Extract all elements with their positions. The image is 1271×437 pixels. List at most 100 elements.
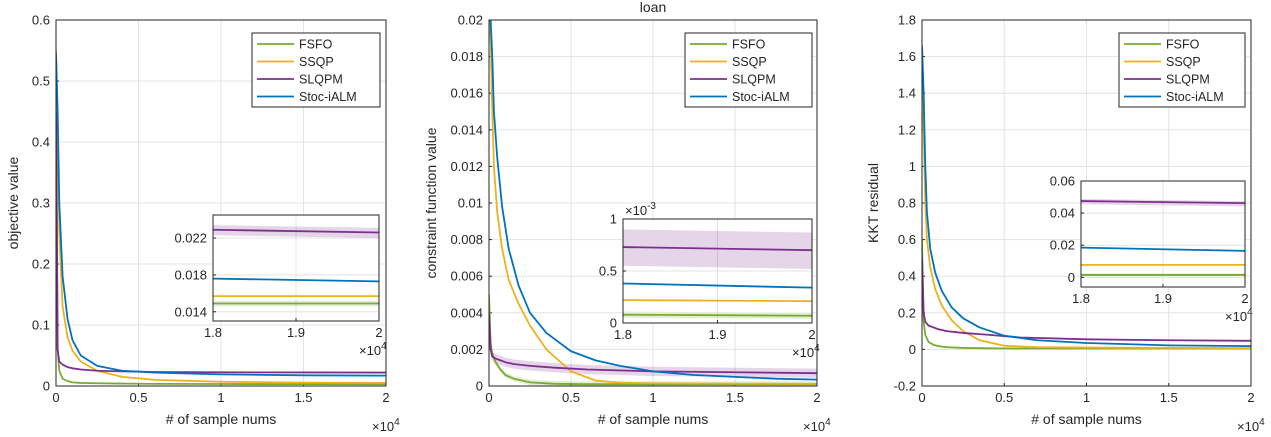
legend-label-fsfo: FSFO xyxy=(1166,38,1200,52)
inset-x-exponent-power: 4 xyxy=(1247,307,1253,318)
series-group xyxy=(922,45,1251,350)
x-exponent-label: ×104 xyxy=(372,417,400,434)
x-tick-label: 1 xyxy=(217,390,224,405)
line-fsfo xyxy=(922,239,1251,350)
legend-label-stoc-ialm: Stoc-iALM xyxy=(1166,90,1224,104)
x-tick-label: 0.5 xyxy=(129,390,147,405)
series-group xyxy=(56,50,386,386)
y-tick-label: 0 xyxy=(476,379,483,394)
line-ssqp xyxy=(922,56,1251,350)
inset-x-exponent-power: 4 xyxy=(814,343,820,354)
y-tick-label: 0.004 xyxy=(450,305,483,320)
axes-frame xyxy=(921,19,1252,387)
x-tick-label: 0 xyxy=(52,390,59,405)
y-tick-label: 0.3 xyxy=(32,196,50,211)
inset-y-tick-label: 0.022 xyxy=(174,231,207,246)
inset-line-stoc-ialm xyxy=(1081,246,1245,252)
legend-box xyxy=(684,32,813,108)
inset-frame xyxy=(622,218,813,324)
y-tick-label: 0.6 xyxy=(32,13,50,28)
x-axis-label: # of sample nums xyxy=(598,411,709,427)
inset-series-group xyxy=(623,229,812,319)
line-fsfo xyxy=(56,50,386,386)
y-tick-label: 0.016 xyxy=(450,86,483,101)
inset-line-ssqp xyxy=(623,299,812,303)
band-slqpm xyxy=(489,308,817,378)
y-tick-label: 0.2 xyxy=(32,257,50,272)
inset-x-tick-label: 1.9 xyxy=(708,327,726,342)
inset-x-exponent-label: ×104 xyxy=(792,343,820,360)
y-tick-label: 0.018 xyxy=(450,49,483,64)
y-tick-label: 0.02 xyxy=(458,13,483,28)
line-stoc-ialm xyxy=(56,53,386,377)
x-tick-label: 1 xyxy=(649,390,656,405)
legend-box xyxy=(1118,32,1246,108)
inset-x-exponent-base: ×10 xyxy=(792,345,814,360)
line-ssqp xyxy=(56,50,386,384)
x-tick-label: 2 xyxy=(1247,390,1254,405)
inset-y-tick-label: 1 xyxy=(610,212,617,227)
y-tick-label: 0.4 xyxy=(898,269,916,284)
legend-label-fsfo: FSFO xyxy=(732,38,766,52)
y-tick-label: 0 xyxy=(43,379,50,394)
legend-label-slqpm: SLQPM xyxy=(299,73,343,87)
y-axis-label: KKT residual xyxy=(865,163,881,243)
inset-y-tick-label: 0.018 xyxy=(174,267,207,282)
y-tick-label: 0.2 xyxy=(898,305,916,320)
legend-label-slqpm: SLQPM xyxy=(732,73,776,87)
inset-x-tick-label: 1.8 xyxy=(204,325,222,340)
line-stoc-ialm xyxy=(489,20,817,381)
y-tick-label: 0.6 xyxy=(898,232,916,247)
legend-label-fsfo: FSFO xyxy=(299,38,333,52)
inset-x-tick-label: 2 xyxy=(808,327,815,342)
inset-x-tick-label: 1.8 xyxy=(614,327,632,342)
inset-y-exponent-power: -3 xyxy=(647,201,656,212)
legend-label-ssqp: SSQP xyxy=(299,55,334,69)
inset-x-tick-label: 2 xyxy=(1241,291,1248,306)
y-tick-label: 0.4 xyxy=(32,135,50,150)
y-tick-label: 0.5 xyxy=(32,74,50,89)
chart-title: loan xyxy=(640,0,666,15)
line-ssqp xyxy=(489,20,817,385)
legend-label-ssqp: SSQP xyxy=(732,55,767,69)
x-tick-label: 2 xyxy=(813,390,820,405)
y-tick-label: 1 xyxy=(909,159,916,174)
y-tick-label: 0.008 xyxy=(450,232,483,247)
inset-line-fsfo xyxy=(623,313,812,317)
inset-x-tick-label: 1.9 xyxy=(287,325,305,340)
inset-frame xyxy=(212,214,380,322)
x-tick-label: 0.5 xyxy=(562,390,580,405)
inset-y-tick-label: 0.04 xyxy=(1050,206,1075,221)
line-stoc-ialm xyxy=(922,45,1251,348)
inset-x-exponent-power: 4 xyxy=(381,341,387,352)
y-axis-label: constraint function value xyxy=(423,127,439,278)
y-tick-label: 1.4 xyxy=(898,86,916,101)
x-exponent-base: ×10 xyxy=(803,419,825,434)
y-tick-label: 0.8 xyxy=(898,196,916,211)
y-tick-label: 0.014 xyxy=(450,122,483,137)
inset-y-tick-label: 0.02 xyxy=(1050,238,1075,253)
x-tick-label: 1.5 xyxy=(294,390,312,405)
inset-line-slqpm xyxy=(213,228,379,234)
inset-x-tick-label: 1.9 xyxy=(1154,291,1172,306)
y-tick-label: 0.1 xyxy=(32,318,50,333)
x-tick-label: 1 xyxy=(1083,390,1090,405)
y-tick-label: -0.2 xyxy=(894,379,916,394)
y-tick-label: 0.012 xyxy=(450,159,483,174)
inset-line-slqpm xyxy=(623,246,812,252)
y-tick-label: 0.01 xyxy=(458,196,483,211)
x-exponent-power: 4 xyxy=(1259,417,1265,428)
inset-series-group xyxy=(1081,198,1245,277)
y-tick-label: 0.006 xyxy=(450,269,483,284)
x-axis-label: # of sample nums xyxy=(166,411,277,427)
y-tick-label: 0 xyxy=(909,342,916,357)
x-tick-label: 0 xyxy=(485,390,492,405)
y-axis-label: objective value xyxy=(5,156,21,249)
y-tick-label: 1.2 xyxy=(898,122,916,137)
inset-y-tick-label: 0.5 xyxy=(599,264,617,279)
inset-x-exponent-base: ×10 xyxy=(359,343,381,358)
inset-x-exponent-label: ×104 xyxy=(359,341,387,358)
inset-y-exponent-label: ×10-3 xyxy=(625,201,656,218)
inset-line-slqpm xyxy=(1081,200,1245,205)
